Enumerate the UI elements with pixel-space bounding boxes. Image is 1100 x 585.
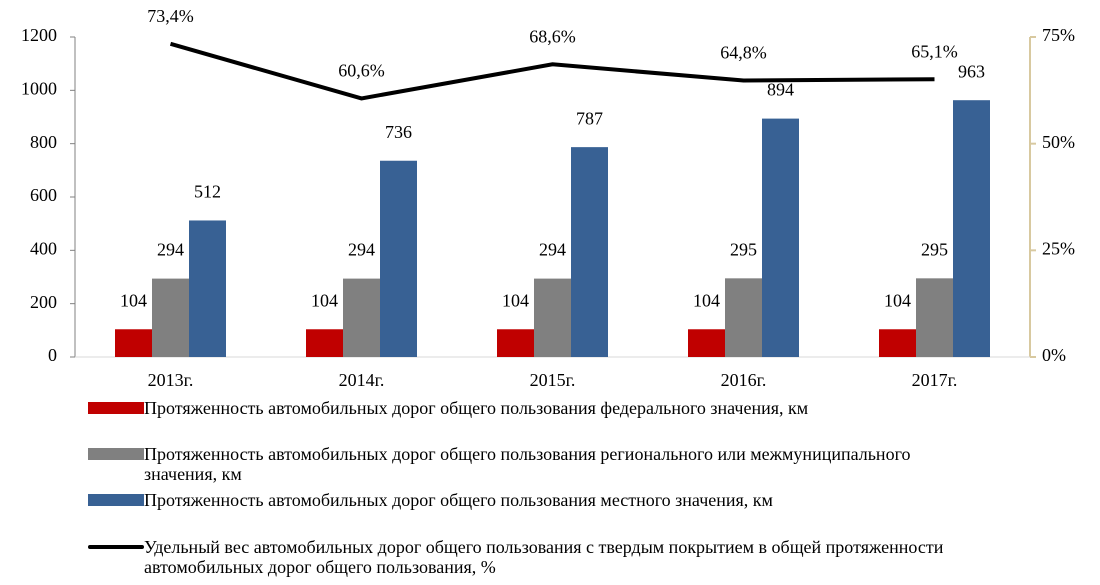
legend-item: Протяженность автомобильных дорог общего… [88,444,984,484]
line-value-label: 64,8% [720,43,767,63]
x-tick-label: 2016г. [721,370,767,390]
bar [189,220,226,357]
bar [306,329,343,357]
bar-value-label: 294 [539,240,566,260]
bar [152,278,189,357]
legend-item: Протяженность автомобильных дорог общего… [88,490,984,510]
y-tick-label: 1200 [21,25,57,45]
bar-value-label: 104 [502,290,529,310]
bar-value-label: 104 [311,290,338,310]
bar-value-label: 736 [385,122,412,142]
legend-label: Удельный вес автомобильных дорог общего … [144,537,944,577]
y-tick-label: 200 [30,292,57,312]
line-value-label: 60,6% [338,61,385,81]
bar-value-label: 295 [730,239,757,259]
bar [380,160,417,357]
line-value-label: 68,6% [529,26,576,46]
bar [343,278,380,357]
bar-value-label: 894 [767,80,794,100]
x-tick-label: 2017г. [912,370,958,390]
line [169,41,935,101]
bar-value-label: 295 [921,239,948,259]
bar-value-label: 787 [576,108,603,128]
bar [879,329,916,357]
legend-label: Протяженность автомобильных дорог общего… [144,490,773,510]
bar [534,278,571,357]
legend-swatch [88,402,144,414]
bar [916,278,953,357]
legend-swatch [88,448,144,460]
line-value-label: 65,1% [911,41,958,61]
legend-swatch [88,545,144,549]
bar [688,329,725,357]
y2-tick-label: 50% [1042,132,1075,152]
bar-value-label: 294 [348,240,375,260]
legend-label: Протяженность автомобильных дорог общего… [144,398,809,418]
bar-value-label: 104 [120,290,147,310]
bar [725,278,762,357]
y-tick-label: 800 [30,132,57,152]
x-tick-label: 2013г. [148,370,194,390]
y-tick-label: 400 [30,238,57,258]
x-tick-label: 2015г. [530,370,576,390]
y2-tick-label: 75% [1042,25,1075,45]
y2-tick-label: 25% [1042,238,1075,258]
legend-item: Протяженность автомобильных дорог общего… [88,398,984,418]
legend-label: Протяженность автомобильных дорог общего… [144,444,911,484]
bar-value-label: 963 [958,61,985,81]
line-value-label: 73,4% [147,6,194,26]
legend-swatch [88,494,144,506]
legend-item: Удельный вес автомобильных дорог общего … [88,537,984,577]
bar-value-label: 294 [157,240,184,260]
bar [497,329,534,357]
bar-value-label: 104 [693,290,720,310]
bar [762,118,799,357]
bar-value-label: 512 [194,182,221,202]
y-tick-label: 1000 [21,78,57,98]
bar [953,100,990,357]
y2-tick-label: 0% [1042,345,1066,365]
y-tick-label: 0 [48,345,57,365]
bar [115,329,152,357]
bar [571,147,608,357]
x-tick-label: 2014г. [339,370,385,390]
y-tick-label: 600 [30,185,57,205]
bar-value-label: 104 [884,290,911,310]
